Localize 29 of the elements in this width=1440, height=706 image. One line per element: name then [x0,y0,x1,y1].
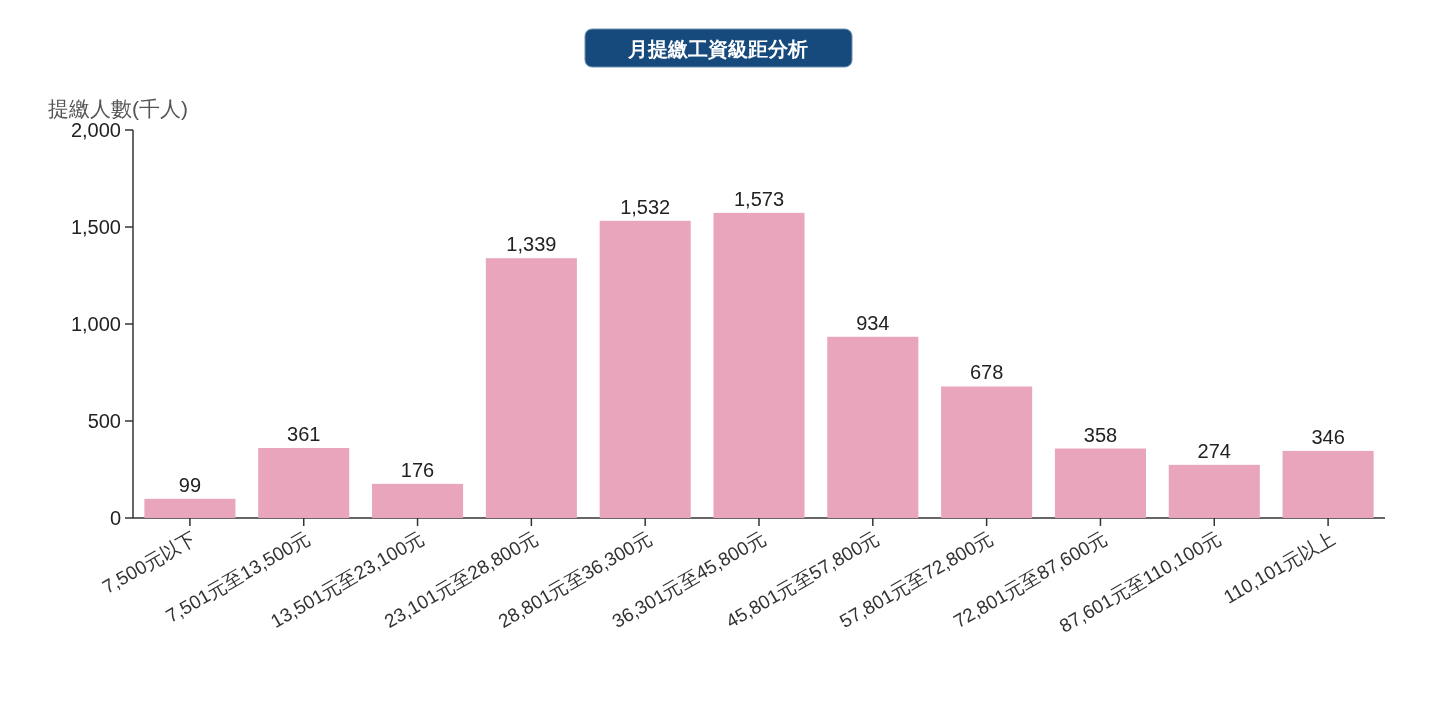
bar [372,483,464,518]
data-label: 1,339 [506,233,557,256]
data-label: 678 [969,361,1004,384]
y-tick-label: 2,000 [70,119,121,141]
data-label: 1,573 [733,187,785,210]
data-label: 346 [1311,425,1345,448]
data-label: 274 [1197,439,1231,462]
y-tick-label: 0 [109,507,121,529]
bar [1168,464,1260,518]
chart-title: 月提繳工資級距分析 [627,38,808,60]
bar [485,258,577,518]
bar [941,386,1033,518]
data-label: 99 [178,473,202,496]
y-tick-label: 1,000 [70,313,121,335]
data-label: 176 [400,458,435,481]
bar [599,220,691,518]
bar [1054,448,1146,518]
y-tick-label: 500 [87,410,121,432]
y-tick-label: 1,500 [70,216,121,238]
data-label: 361 [287,422,321,445]
bar [258,447,350,518]
bar [144,498,236,518]
y-axis-title: 提繳人數(千人) [48,97,188,120]
bar [713,212,805,518]
bar [1282,450,1374,518]
data-label: 358 [1083,423,1118,446]
bar [827,336,919,518]
data-label: 934 [856,311,890,334]
data-label: 1,532 [620,195,671,218]
